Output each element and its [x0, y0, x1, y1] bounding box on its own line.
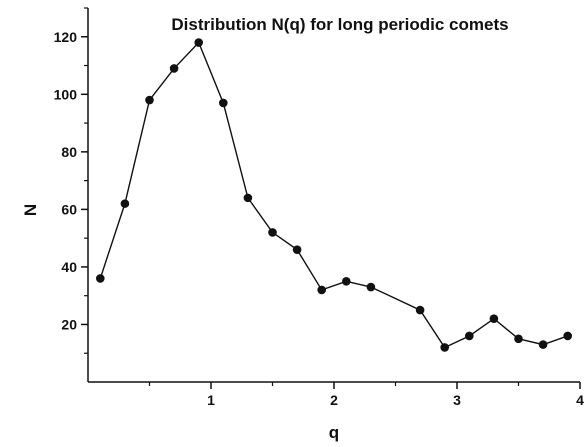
- chart-title: Distribution N(q) for long periodic come…: [171, 15, 508, 34]
- data-point: [292, 245, 302, 254]
- y-tick-label: 60: [61, 201, 77, 217]
- series-line: [99, 41, 568, 349]
- data-point: [465, 331, 474, 341]
- data-point: [440, 343, 450, 352]
- data-point: [96, 274, 105, 283]
- data-point: [489, 314, 499, 324]
- ticks: 1 2 3 4 20 40 60 80 100 120: [54, 7, 584, 408]
- data-point: [317, 285, 327, 295]
- data-point: [194, 38, 203, 47]
- data-point: [563, 331, 572, 341]
- y-tick-label: 40: [61, 259, 77, 275]
- x-tick-label: 2: [330, 392, 338, 408]
- x-tick-label: 3: [453, 392, 461, 408]
- data-point: [514, 334, 523, 344]
- data-point: [219, 98, 228, 108]
- y-tick-label: 100: [54, 86, 78, 102]
- y-tick-label: 20: [61, 316, 77, 332]
- series: [96, 38, 572, 352]
- x-axis-label: q: [329, 423, 339, 442]
- y-tick-label: 120: [54, 29, 78, 45]
- data-point: [538, 340, 548, 349]
- data-point: [415, 305, 425, 315]
- x-tick-label: 4: [576, 392, 584, 408]
- x-tick-label: 1: [207, 392, 215, 408]
- y-tick-label: 80: [61, 144, 77, 160]
- data-point: [120, 199, 130, 208]
- data-point: [268, 228, 277, 237]
- data-point: [145, 95, 154, 105]
- data-point: [366, 282, 376, 292]
- data-point: [342, 277, 351, 286]
- data-point: [169, 64, 179, 73]
- data-point: [243, 193, 253, 203]
- axes: [87, 8, 580, 383]
- y-axis-label: N: [21, 204, 40, 216]
